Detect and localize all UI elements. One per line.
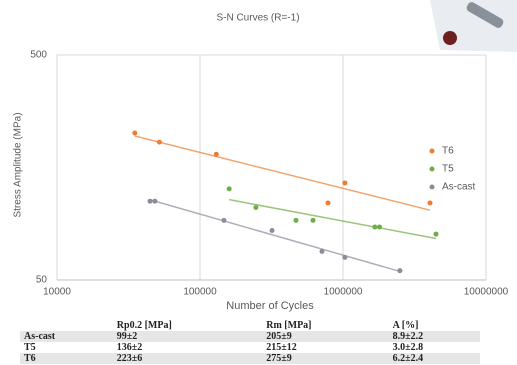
data-point	[311, 218, 316, 223]
data-point	[319, 249, 324, 254]
trend-line	[150, 200, 400, 272]
hammer-tip	[443, 31, 457, 45]
data-point	[221, 218, 226, 223]
table-cell: T6	[20, 353, 113, 364]
trend-line	[135, 136, 430, 210]
data-point	[342, 255, 347, 260]
legend-label: T6	[442, 146, 454, 157]
legend-marker	[430, 185, 435, 190]
data-point	[152, 199, 157, 204]
legend-marker	[430, 167, 435, 172]
table-cell: 215±12	[262, 342, 388, 353]
x-tick-label: 10000	[43, 287, 71, 298]
page: S-N Curves (R=-1) Number of Cycles Stres…	[0, 0, 517, 365]
data-point	[253, 205, 258, 210]
data-point	[157, 140, 162, 145]
table-cell: 223±6	[113, 353, 262, 364]
data-point	[397, 268, 402, 273]
table-cell: 3.0±2.8	[389, 342, 480, 353]
x-axis-label: Number of Cycles	[226, 300, 314, 312]
table-cell: Rp0.2 [MPa]	[113, 320, 262, 331]
table-cell: Rm [MPa]	[262, 320, 388, 331]
data-point	[147, 199, 152, 204]
table-cell: As-cast	[20, 331, 113, 342]
x-tick-label: 1000000	[324, 287, 363, 298]
data-point	[342, 180, 347, 185]
table-cell: T5	[20, 342, 113, 353]
data-point	[293, 218, 298, 223]
legend-marker	[430, 149, 435, 154]
trend-line	[229, 200, 436, 239]
table-cell: 275±9	[262, 353, 388, 364]
data-point	[227, 186, 232, 191]
table-cell: 136±2	[113, 342, 262, 353]
y-tick-label: 500	[30, 50, 47, 61]
table-cell: 8.9±2.2	[389, 331, 480, 342]
data-point	[325, 200, 330, 205]
table-cell: A [%]	[389, 320, 480, 331]
table-cell: 205±9	[262, 331, 388, 342]
legend-label: As-cast	[442, 182, 476, 193]
x-tick-label: 10000000	[464, 287, 509, 298]
y-tick-label: 50	[36, 275, 48, 286]
data-point	[132, 131, 137, 136]
data-point	[377, 225, 382, 230]
chart: S-N Curves (R=-1) Number of Cycles Stres…	[0, 0, 517, 318]
x-tick-label: 100000	[183, 287, 217, 298]
chart-title: S-N Curves (R=-1)	[216, 13, 299, 24]
table-row: Rp0.2 [MPa]Rm [MPa]A [%]	[20, 320, 480, 331]
table-cell	[20, 320, 113, 331]
table-cell: 6.2±2.4	[389, 353, 480, 364]
data-point	[214, 152, 219, 157]
data-point	[270, 228, 275, 233]
data-point	[433, 232, 438, 237]
data-point	[428, 200, 433, 205]
legend-label: T5	[442, 164, 454, 175]
table-cell: 99±2	[113, 331, 262, 342]
data-point	[372, 225, 377, 230]
y-axis-label: Stress Amplitude (MPa)	[13, 112, 24, 217]
